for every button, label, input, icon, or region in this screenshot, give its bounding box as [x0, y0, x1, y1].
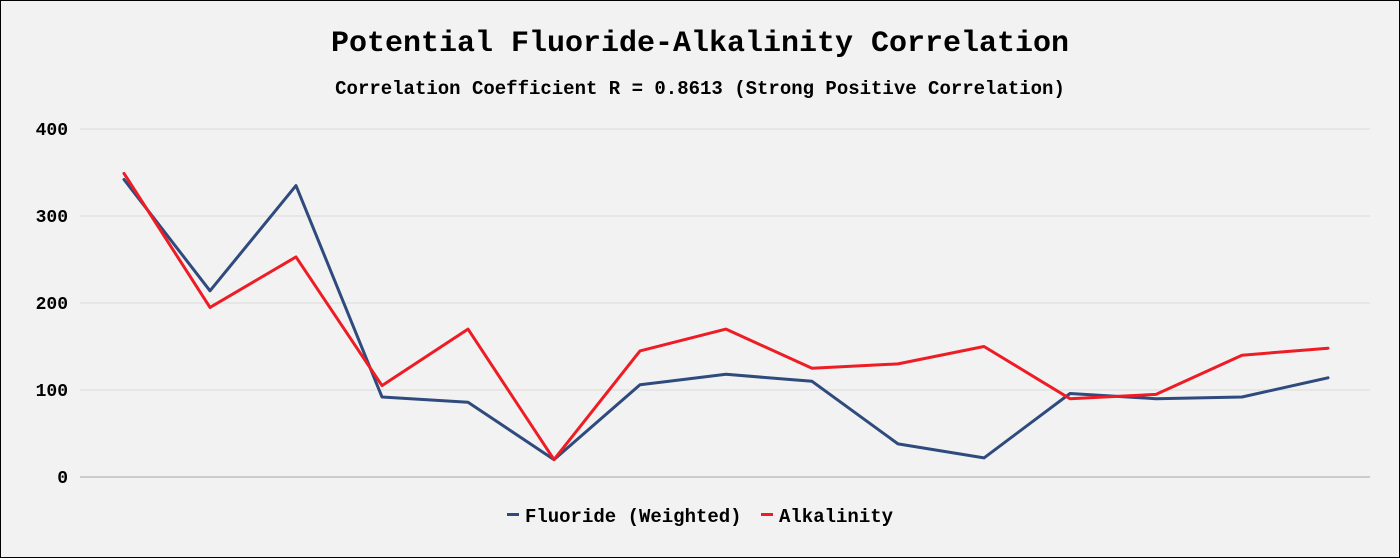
y-tick-label: 300	[36, 208, 68, 228]
legend-swatch-fluoride	[506, 513, 519, 517]
legend-item-alkalinity: Alkalinity	[761, 506, 893, 528]
y-tick-label: 200	[36, 295, 68, 315]
chart-subtitle: Correlation Coefficient R = 0.8613 (Stro…	[335, 78, 1065, 100]
legend-label-fluoride: Fluoride (Weighted)	[524, 506, 742, 528]
series-line-1	[122, 171, 1330, 462]
gridlines	[80, 128, 1370, 478]
legend-label-alkalinity: Alkalinity	[779, 506, 894, 528]
y-axis-labels: 0 100 200 300 400	[36, 121, 68, 489]
chart-title: Potential Fluoride-Alkalinity Correlatio…	[330, 27, 1070, 61]
y-tick-label: 100	[36, 382, 68, 402]
y-tick-label: 400	[36, 121, 68, 141]
series-line-0	[122, 178, 1330, 462]
legend: Fluoride (Weighted) Alkalinity	[0, 506, 1400, 528]
legend-swatch-alkalinity	[761, 513, 773, 517]
series-lines	[122, 171, 1330, 462]
legend-item-fluoride: Fluoride (Weighted)	[506, 506, 742, 528]
y-tick-label: 0	[57, 469, 68, 489]
